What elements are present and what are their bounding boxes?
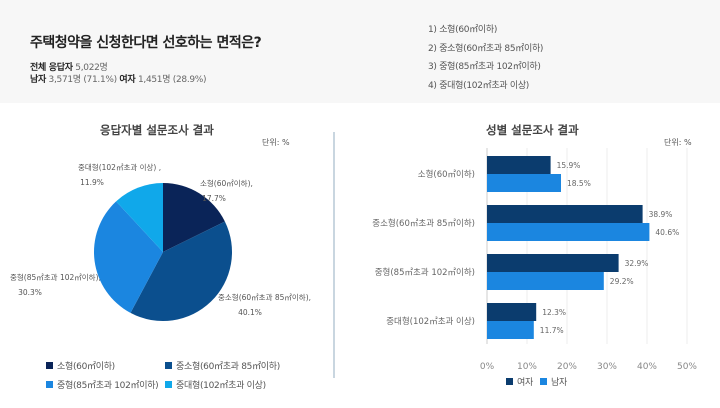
x-tick-label: 0%	[480, 362, 495, 372]
pie-slice	[163, 183, 225, 252]
bar-male	[487, 174, 561, 192]
category-item: 2) 중소형(60㎡초과 85㎡이하)	[428, 43, 544, 54]
bar-female	[487, 156, 551, 174]
legend-item: 여자	[506, 375, 533, 388]
pie-data-value: 40.1%	[238, 308, 262, 317]
x-tick-label: 40%	[637, 362, 657, 372]
legend-swatch	[46, 381, 53, 388]
legend-item: 소형(60㎡이하)	[46, 359, 115, 372]
pie-unit: 단위: %	[262, 138, 290, 147]
legend-item: 중소형(60㎡초과 85㎡이하)	[165, 359, 280, 372]
bar-female	[487, 254, 619, 272]
pie-data-label: 중형(85㎡초과 102㎡이하),	[10, 272, 101, 282]
y-category-label: 중대형(102㎡초과 이상)	[386, 316, 475, 327]
bar-title: 성별 설문조사 결과	[486, 123, 579, 137]
pie-data-label: 중소형(60㎡초과 85㎡이하),	[218, 292, 311, 302]
bar-male	[487, 321, 534, 339]
bar-data-label: 40.6%	[655, 228, 679, 237]
legend-label: 남자	[551, 378, 567, 388]
category-item: 1) 소형(60㎡이하)	[428, 25, 498, 35]
pie-data-value: 11.9%	[80, 178, 104, 187]
pie-slice	[94, 201, 163, 313]
bar-unit: 단위: %	[664, 138, 692, 147]
legend-item: 중형(85㎡초과 102㎡이하)	[46, 378, 159, 391]
legend-label: 중소형(60㎡초과 85㎡이하)	[176, 362, 280, 372]
bar-male	[487, 272, 604, 290]
female-value: 1,451명 (28.9%)	[137, 75, 207, 85]
legend-swatch	[165, 381, 172, 388]
bar-female	[487, 205, 643, 223]
legend-swatch	[540, 378, 547, 385]
pie-slice	[116, 183, 163, 252]
pie-data-value: 30.3%	[18, 288, 42, 297]
pie-chart: 소형(60㎡이하), 17.7% 중소형(60㎡초과 85㎡이하), 40.1% 중형(…	[10, 162, 311, 321]
x-tick-label: 30%	[597, 362, 617, 372]
page-title: 주택청약을 신청한다면 선호하는 면적은?	[30, 35, 262, 51]
bar-chart: 0% 10% 20% 30% 40% 50% 소형(60㎡이하) 15.9% 18.5% 중소형(…	[372, 148, 697, 372]
divider	[333, 132, 335, 378]
gender-respondents: 남자 3,571명 (71.1%) 여자 1,451명 (28.9%)	[30, 72, 207, 85]
legend-swatch	[165, 362, 172, 369]
legend-swatch	[46, 362, 53, 369]
x-tick-label: 10%	[517, 362, 537, 372]
x-tick-label: 20%	[557, 362, 577, 372]
pie-data-label: 소형(60㎡이하),	[200, 178, 253, 188]
male-value: 3,571명 (71.1%)	[48, 75, 118, 85]
pie-title: 응답자별 설문조사 결과	[100, 123, 214, 137]
total-respondents: 전체 응답자 5,022명	[30, 60, 108, 73]
bar-data-label: 12.3%	[542, 308, 566, 317]
category-item: 3) 중형(85㎡초과 102㎡이하)	[428, 62, 541, 72]
bar-female	[487, 303, 537, 321]
legend-item: 중대형(102㎡초과 이상)	[165, 378, 266, 391]
legend-label: 여자	[517, 378, 533, 388]
legend-label: 소형(60㎡이하)	[57, 362, 115, 372]
x-tick-label: 50%	[677, 362, 697, 372]
legend-label: 중형(85㎡초과 102㎡이하)	[57, 381, 159, 391]
y-category-label: 중소형(60㎡초과 85㎡이하)	[372, 218, 475, 229]
pie-data-value: 17.7%	[202, 194, 226, 203]
bar-male	[487, 223, 650, 241]
header-panel: 주택청약을 신청한다면 선호하는 면적은? 전체 응답자 5,022명 남자 3…	[0, 0, 720, 103]
y-category-label: 중형(85㎡초과 102㎡이하)	[375, 267, 475, 278]
bar-data-label: 32.9%	[625, 259, 649, 268]
bar-data-label: 29.2%	[610, 277, 634, 286]
total-value: 5,022명	[75, 63, 108, 73]
bar-data-label: 18.5%	[567, 179, 591, 188]
female-label: 여자	[119, 75, 136, 85]
bar-data-label: 11.7%	[540, 326, 564, 335]
male-label: 남자	[30, 75, 46, 85]
pie-slice	[130, 221, 232, 321]
bar-data-label: 38.9%	[649, 210, 673, 219]
category-list: 1) 소형(60㎡이하) 2) 중소형(60㎡초과 85㎡이하) 3) 중형(8…	[428, 22, 543, 96]
category-item: 4) 중대형(102㎡초과 이상)	[428, 80, 530, 91]
y-category-label: 소형(60㎡이하)	[418, 169, 475, 180]
legend-label: 중대형(102㎡초과 이상)	[176, 381, 266, 391]
pie-data-label: 중대형(102㎡초과 이상) ,	[78, 162, 161, 172]
legend-swatch	[506, 378, 513, 385]
legend-item: 남자	[540, 375, 567, 388]
total-label: 전체 응답자	[30, 63, 73, 73]
bar-data-label: 15.9%	[557, 161, 581, 170]
